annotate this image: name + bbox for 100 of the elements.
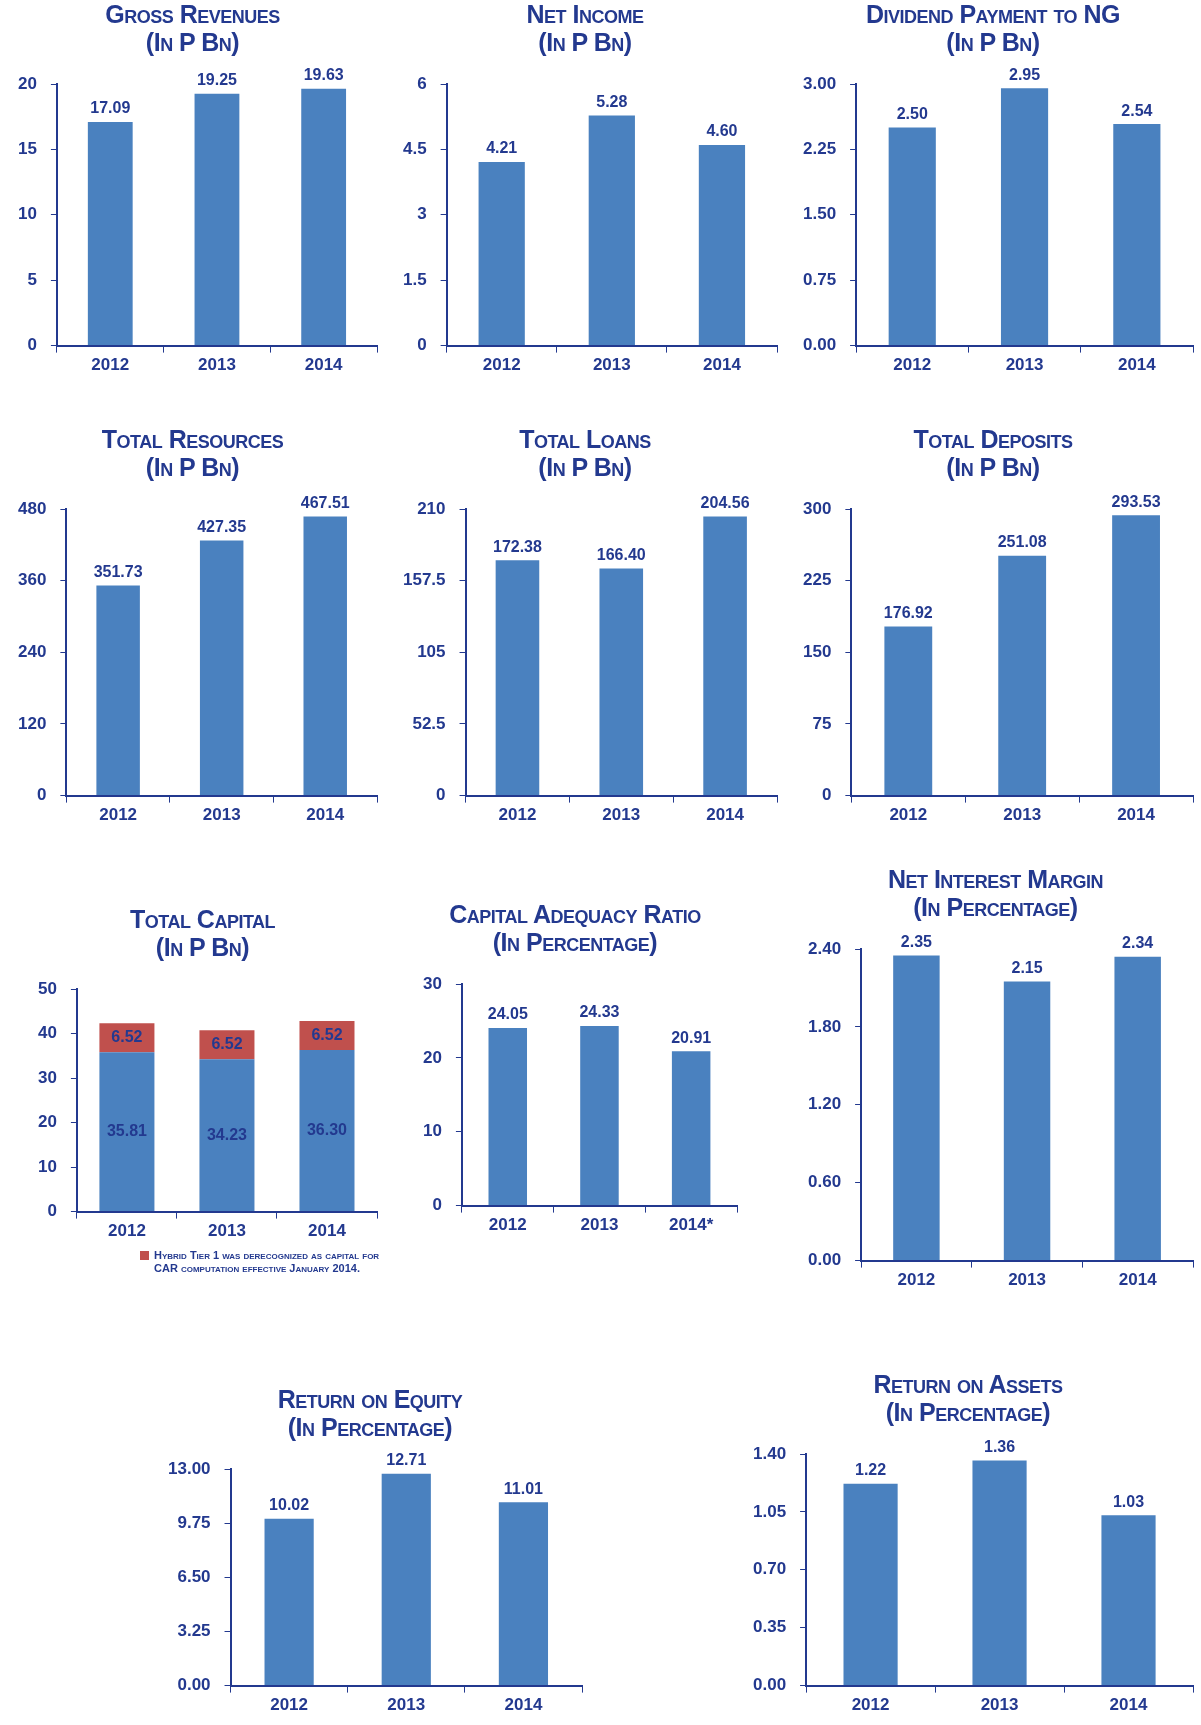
chart-title: Capital Adequacy Ratio (448, 900, 702, 928)
data-label: 5.28 (596, 92, 628, 110)
bar (972, 1460, 1027, 1686)
data-label: 24.05 (487, 1005, 528, 1023)
y-tick-label: 240 (17, 641, 47, 661)
y-tick-label: 0.35 (752, 1617, 787, 1637)
x-tick-label: 2014 (306, 805, 345, 825)
y-tick-label: 30 (37, 1067, 57, 1087)
y-tick-label: 120 (17, 713, 47, 733)
y-tick-label: 0 (436, 785, 446, 805)
bar (199, 540, 244, 796)
bar (303, 516, 347, 796)
x-tick-label: 2013 (980, 1695, 1019, 1715)
bar (888, 127, 936, 346)
x-tick-label: 2013 (1003, 805, 1042, 825)
data-label: 1.22 (855, 1461, 887, 1479)
x-tick-label: 2013 (602, 805, 641, 825)
y-tick-label: 40 (37, 1023, 57, 1043)
y-tick-label: 210 (417, 498, 446, 518)
data-label: 251.08 (997, 533, 1047, 551)
x-tick-label: 2013 (592, 355, 631, 375)
y-tick-label: 480 (17, 498, 47, 518)
chart-title: Return on Equity (276, 1385, 464, 1413)
data-label: 11.01 (503, 1479, 544, 1497)
y-tick-label: 1.5 (402, 269, 427, 289)
y-tick-label: 20 (37, 1112, 57, 1132)
y-tick-label: 50 (37, 978, 57, 998)
bar (495, 560, 540, 796)
bar (498, 1502, 549, 1686)
chart-subtitle: (In Percentage) (286, 1413, 454, 1441)
data-label: 6.52 (311, 1025, 343, 1043)
y-tick-label: 30 (422, 973, 442, 993)
x-tick-label: 2014 (1109, 1695, 1148, 1715)
bar (703, 516, 747, 796)
x-tick-label: 2012 (897, 1270, 936, 1290)
x-tick-label: 2012 (498, 805, 537, 825)
data-label: 2.35 (900, 932, 933, 950)
bar (96, 585, 140, 796)
x-tick-label: 2014 (1117, 355, 1157, 375)
x-tick-label: 2014 (703, 355, 742, 375)
data-label: 2.34 (1122, 934, 1154, 952)
data-label: 6.52 (211, 1035, 243, 1053)
data-label: 293.53 (1111, 492, 1161, 510)
chart-title: Net Interest Margin (886, 865, 1105, 893)
y-tick-label: 6 (417, 73, 427, 93)
data-label: 17.09 (90, 99, 131, 117)
y-tick-label: 157.5 (402, 570, 446, 590)
x-tick-label: 2012 (482, 355, 521, 375)
chart-title: Total Deposits (912, 425, 1074, 453)
y-tick-label: 0 (821, 785, 832, 805)
data-label: 467.51 (300, 493, 350, 511)
chart-subtitle: (In P Bn) (537, 453, 633, 481)
y-tick-label: 0.60 (807, 1172, 842, 1192)
chart-subtitle: (In P Bn) (144, 28, 241, 56)
chart-subtitle: (In Percentage) (884, 1398, 1052, 1426)
bar (264, 1518, 314, 1686)
y-tick-label: 0 (47, 1201, 57, 1221)
y-tick-label: 0.00 (177, 1675, 211, 1695)
bar (893, 955, 940, 1261)
y-tick-label: 0.00 (802, 335, 837, 355)
x-tick-label: 2013 (1005, 355, 1044, 375)
y-tick-label: 300 (802, 498, 832, 518)
bar (381, 1473, 431, 1686)
data-label: 2.54 (1121, 101, 1153, 119)
bar (1101, 1515, 1156, 1686)
y-tick-label: 1.40 (752, 1443, 787, 1463)
y-tick-label: 0 (36, 785, 47, 805)
y-tick-label: 13.00 (167, 1458, 211, 1478)
bar (199, 1059, 255, 1212)
chart-subtitle: (In P Bn) (154, 933, 251, 961)
x-tick-label: 2012 (108, 1221, 146, 1241)
data-label: 427.35 (197, 517, 247, 535)
bar (1113, 124, 1161, 346)
chart-title: Return on Assets (872, 1370, 1064, 1398)
data-label: 176.92 (883, 603, 933, 621)
bar (998, 555, 1047, 796)
bar (599, 568, 644, 796)
y-tick-label: 20 (422, 1047, 442, 1067)
data-label: 4.21 (486, 139, 518, 157)
data-label: 166.40 (596, 545, 646, 563)
x-tick-label: 2013 (198, 355, 236, 375)
bar (1114, 956, 1161, 1261)
data-label: 36.30 (306, 1120, 348, 1138)
y-tick-label: 4.5 (402, 139, 427, 159)
bar (1000, 88, 1049, 346)
bar (1003, 981, 1051, 1261)
x-tick-label: 2014 (1118, 1270, 1158, 1290)
chart-title: Total Loans (518, 425, 652, 453)
bar (588, 115, 635, 346)
y-tick-label: 0.70 (752, 1559, 787, 1579)
data-label: 19.25 (196, 71, 238, 89)
x-tick-label: 2014 (1117, 805, 1156, 825)
data-label: 172.38 (492, 537, 543, 555)
x-tick-label: 2013 (202, 805, 241, 825)
data-label: 4.60 (706, 122, 738, 140)
bar (1112, 515, 1160, 796)
x-tick-label: 2013 (387, 1695, 426, 1715)
bar (884, 626, 933, 796)
y-tick-label: 9.75 (177, 1512, 211, 1532)
chart-title: Gross Revenues (104, 0, 281, 28)
